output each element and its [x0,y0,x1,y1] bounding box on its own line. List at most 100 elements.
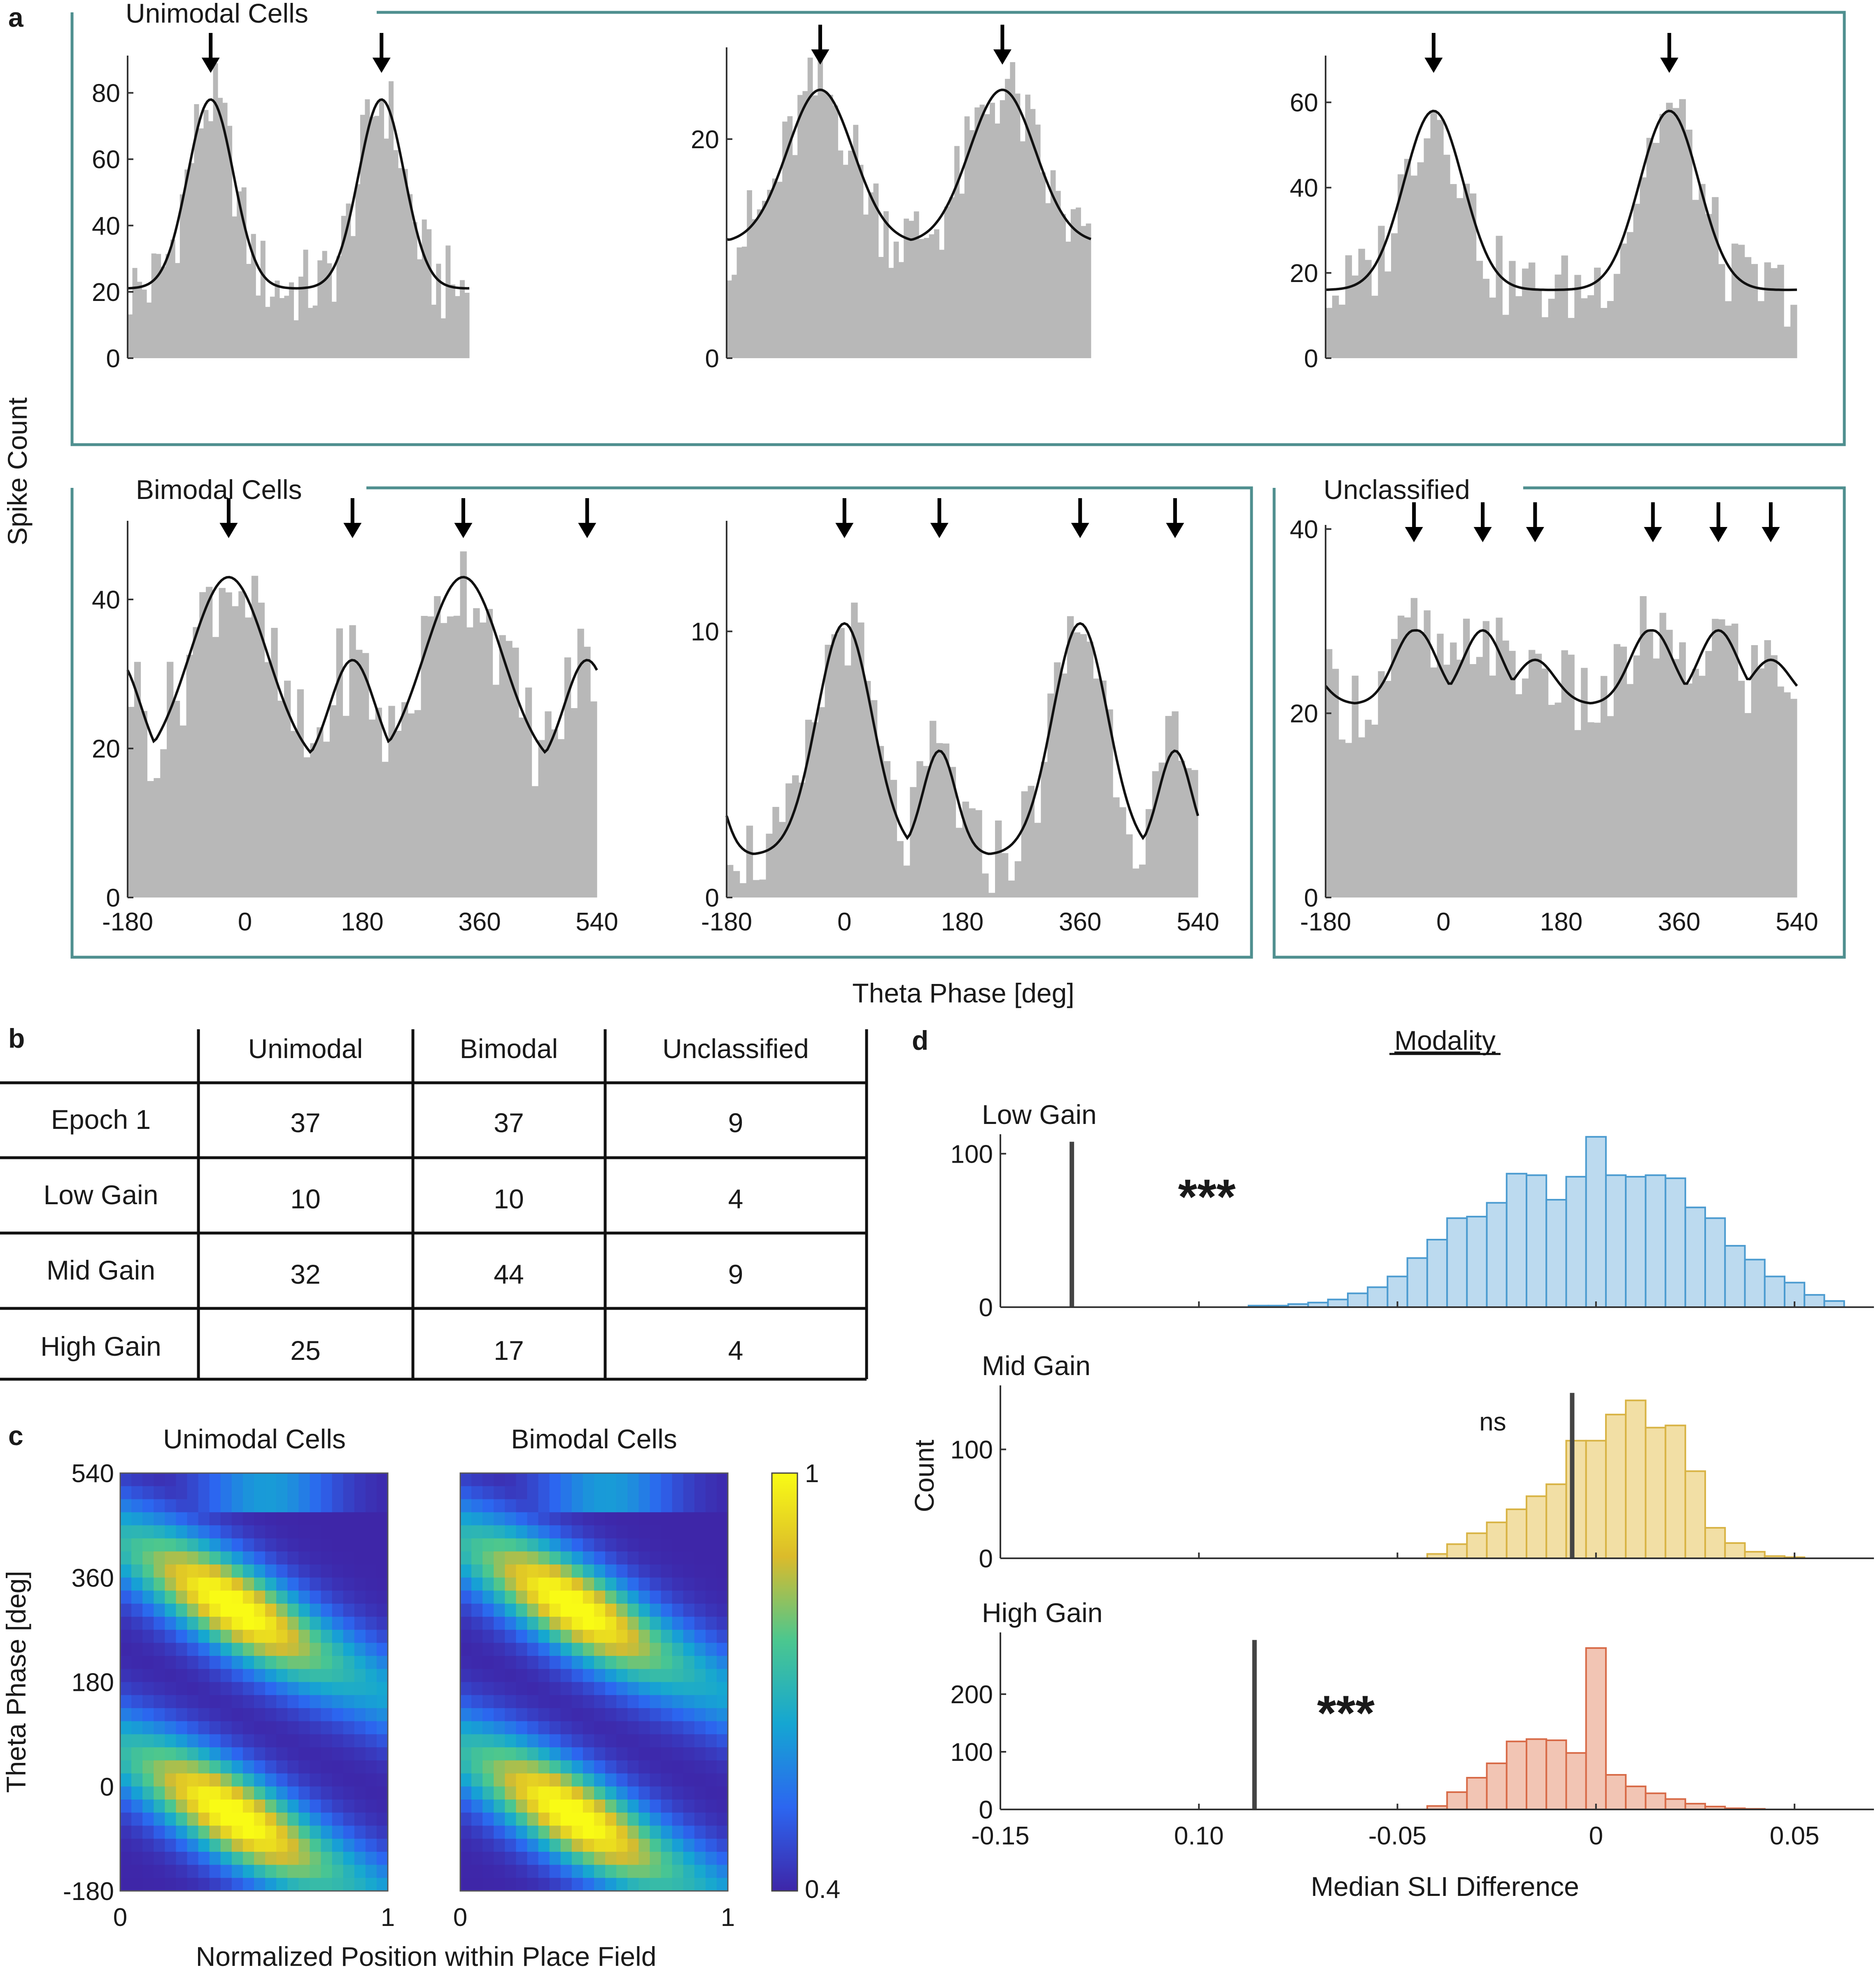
heatmap-cell [627,1525,639,1539]
heatmap-cell [571,1851,583,1865]
heatmap-cell [639,1486,650,1500]
heatmap-cell [460,1682,472,1696]
histogram-bar [1446,1217,1468,1308]
heatmap-cell [209,1499,221,1513]
heatmap-cell [683,1812,695,1826]
heatmap-cell [616,1734,628,1748]
histogram-bar [1565,1176,1587,1308]
histogram-bar [990,103,995,359]
histogram-bar [1482,621,1490,898]
heatmap-title-unimodal: Unimodal Cells [163,1424,346,1454]
histogram-bar [258,602,265,898]
heatmap-cell [242,1512,254,1526]
heatmap-cell [220,1760,232,1774]
heatmap-cell [639,1564,650,1578]
heatmap-cell [154,1590,165,1604]
heatmap-cell [298,1773,310,1787]
histogram-bar [942,743,950,898]
y-tick-label: 40 [1290,174,1318,203]
heatmap-cell [694,1851,706,1865]
heatmap-cell [131,1604,143,1617]
heatmap-cell [276,1786,288,1800]
histogram-bar [1426,1239,1448,1308]
heatmap-cell [165,1695,177,1709]
histogram-bar [1054,662,1061,898]
heatmap-cell [494,1590,506,1604]
heatmap-cell [298,1590,310,1604]
heatmap-cell [354,1564,366,1578]
heatmap-cell [265,1812,277,1826]
histogram-bar [584,646,591,898]
heatmap-cell [142,1851,154,1865]
heatmap-cell [287,1708,299,1722]
heatmap-cell [265,1760,277,1774]
histogram-bar [1771,268,1778,358]
smoothed-curve [1325,110,1797,291]
y-tick-label: 100 [951,1140,993,1168]
heatmap-cell [154,1812,165,1826]
heatmap-cell [627,1760,639,1774]
heatmap-cell [376,1708,388,1722]
theta-phase-xlabel: Theta Phase [deg] [852,978,1074,1008]
heatmap-cell [594,1760,606,1774]
heatmap-cell [321,1839,333,1852]
heatmap-cell [187,1473,199,1487]
table-cell: 32 [290,1259,320,1289]
heatmap-cell [220,1564,232,1578]
histogram-bar [453,615,460,898]
heatmap-cell [694,1708,706,1722]
heatmap-cell [131,1760,143,1774]
heatmap-cell [376,1669,388,1683]
heatmap-cell [376,1695,388,1709]
peak-arrow-head [343,523,362,538]
heatmap-cell [494,1473,506,1487]
heatmap-cell [471,1538,483,1552]
heatmap-cell [176,1616,188,1630]
heatmap-cell [220,1865,232,1879]
heatmap-cell [594,1656,606,1669]
heatmap-cell [298,1695,310,1709]
heatmap-cell [343,1786,355,1800]
histogram-bar [1751,645,1758,898]
x-tick-label: -180 [102,908,153,936]
heatmap-cell [494,1747,506,1761]
heatmap-cell [527,1564,539,1578]
heatmap-cell [583,1839,594,1852]
heatmap-cell [220,1825,232,1839]
heatmap-cell [471,1708,483,1722]
heatmap-cell [154,1695,165,1709]
heatmap-cell [516,1630,528,1644]
heatmap-cell [560,1721,572,1735]
x-tick-label: 0 [1436,908,1450,936]
heatmap-cell [549,1656,561,1669]
heatmap-cell [365,1812,377,1826]
panel-label-c: c [8,1420,23,1451]
histogram-bar [969,130,975,358]
heatmap-cell [471,1577,483,1591]
heatmap-cell [594,1512,606,1526]
peak-arrow-head [1762,527,1780,542]
heatmap-cell [605,1669,617,1683]
heatmap-cell [594,1708,606,1722]
heatmap-cell [594,1616,606,1630]
histogram-bar [1365,260,1372,358]
histogram-bar [1605,1774,1627,1810]
heatmap-cell [605,1760,617,1774]
heatmap-cell [354,1551,366,1565]
histogram-bar [1526,1174,1547,1308]
heatmap-cell [365,1695,377,1709]
heatmap-cell [661,1721,673,1735]
histogram-bar [140,711,147,898]
heatmap-cell [571,1773,583,1787]
heatmap-cell [594,1473,606,1487]
heatmap-cell [176,1525,188,1539]
histogram-bar [142,289,147,358]
table-cell: 37 [494,1107,524,1138]
y-tick-label: 20 [1290,259,1318,288]
histogram-bar [1522,678,1529,898]
heatmap-cell [254,1839,266,1852]
heatmap-cell [672,1812,684,1826]
heatmap-cell [187,1825,199,1839]
heatmap-cell [265,1604,277,1617]
